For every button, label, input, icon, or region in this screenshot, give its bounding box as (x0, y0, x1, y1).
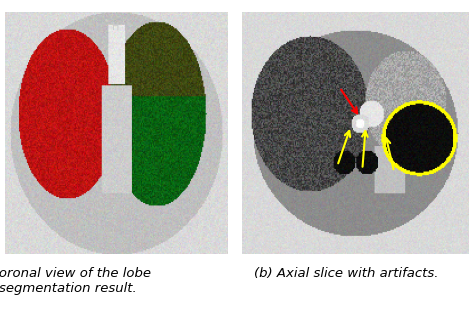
Text: H: H (112, 22, 120, 32)
Text: (b) Axial slice with artifacts.: (b) Axial slice with artifacts. (254, 267, 438, 280)
Text: (a) Coronal view of the lobe
    segmentation result.: (a) Coronal view of the lobe segmentatio… (0, 267, 151, 294)
